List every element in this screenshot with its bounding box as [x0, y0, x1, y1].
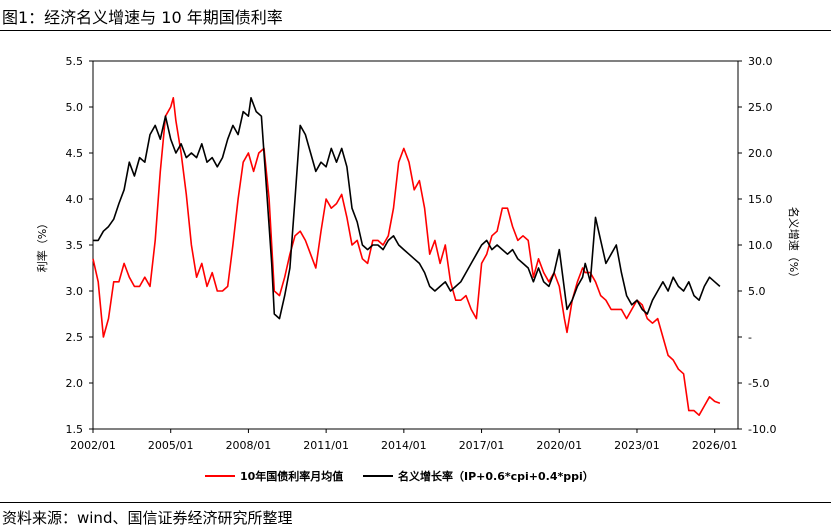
x-tick-label: 2002/01 — [70, 439, 116, 452]
left-tick-label: 4.5 — [66, 147, 84, 160]
left-tick-label: 5.0 — [66, 101, 84, 114]
left-tick-label: 2.5 — [66, 331, 84, 344]
series-line-bond-yield — [92, 97, 721, 416]
x-tick-label: 2011/01 — [303, 439, 349, 452]
right-tick-label: 25.0 — [748, 101, 773, 114]
source-note: 资料来源：wind、国信证券经济研究所整理 — [2, 509, 293, 527]
left-tick-label: 5.5 — [66, 55, 84, 68]
right-tick-label: 30.0 — [748, 55, 773, 68]
x-tick-label: 2008/01 — [226, 439, 272, 452]
left-tick-label: 3.5 — [66, 239, 84, 252]
left-tick-label: 4.0 — [66, 193, 84, 206]
x-tick-label: 2023/01 — [614, 439, 660, 452]
left-tick-label: 3.0 — [66, 285, 84, 298]
left-axis: 1.5 2.0 2.5 3.0 3.5 4.0 4.5 5.0 5.5 — [66, 55, 93, 436]
x-tick-label: 2005/01 — [148, 439, 194, 452]
right-tick-label: - — [748, 331, 752, 344]
series-line-nominal-growth — [93, 97, 721, 320]
right-tick-label: 20.0 — [748, 147, 773, 160]
legend: 10年国债利率月均值 名义增长率（IP+0.6*cpi+0.4*ppi） — [205, 469, 594, 483]
right-tick-label: 5.0 — [748, 285, 766, 298]
plot-area — [92, 60, 739, 430]
legend-label-black: 名义增长率（IP+0.6*cpi+0.4*ppi） — [398, 469, 594, 483]
right-tick-label: 10.0 — [748, 239, 773, 252]
figure-title: 图1：经济名义增速与 10 年期国债利率 — [2, 8, 283, 27]
dual-axis-line-chart: 1.52.02.53.03.54.04.55.05.5 -10.0-5.0-5.… — [35, 55, 801, 483]
footer-rule — [0, 502, 831, 503]
series-layer — [92, 97, 721, 416]
right-axis: -10.0-5.0-5.010.015.020.025.030.0 — [738, 55, 776, 436]
x-tick-label: 2020/01 — [536, 439, 582, 452]
y-axis-left-label: 利率（%） — [35, 218, 49, 272]
right-tick-label: 15.0 — [748, 193, 773, 206]
right-tick-label: -5.0 — [748, 377, 769, 390]
right-tick-label: -10.0 — [748, 423, 776, 436]
title-rule — [0, 30, 831, 31]
x-tick-label: 2014/01 — [381, 439, 427, 452]
x-tick-label: 2026/01 — [692, 439, 738, 452]
x-axis: 2002/01 2005/01 2008/01 2011/01 2014/01 2017/… — [70, 429, 738, 452]
y-axis-right-label: 名义增速（%） — [787, 207, 801, 283]
legend-label-red: 10年国债利率月均值 — [240, 469, 343, 483]
left-tick-label: 1.5 — [66, 423, 84, 436]
x-tick-label: 2017/01 — [459, 439, 505, 452]
left-tick-label: 2.0 — [66, 377, 84, 390]
